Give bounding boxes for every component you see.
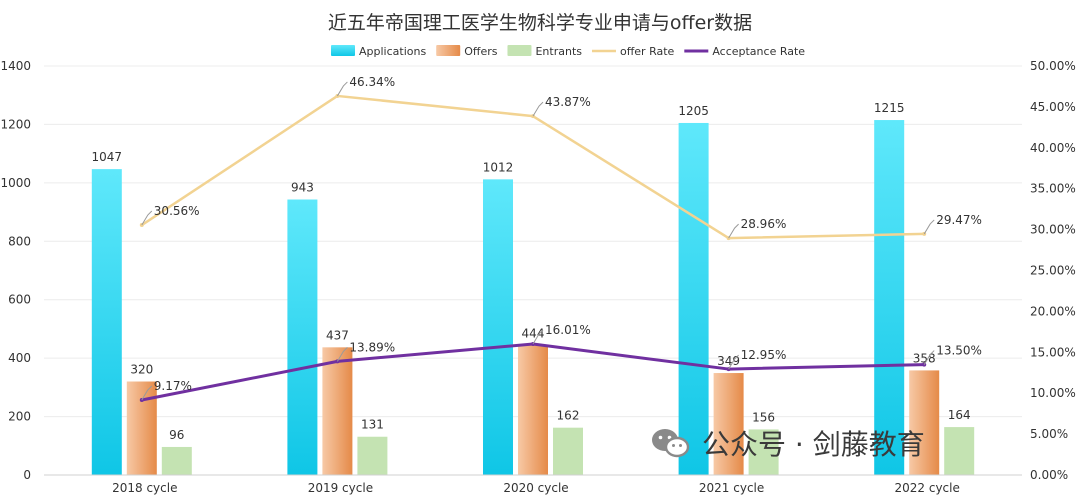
offer-rate-leader (923, 219, 935, 235)
entrants-label: 164 (948, 408, 971, 422)
y-right-tick-label: 5.00% (1030, 427, 1068, 441)
legend-label: Offers (464, 45, 498, 58)
applications-bar (91, 169, 122, 475)
acceptance-rate-label: 13.89% (349, 340, 395, 354)
offers-label: 444 (522, 326, 545, 340)
acceptance-rate-leader (141, 385, 153, 401)
acceptance-rate-leader (728, 354, 739, 370)
offer-rate-leader (532, 101, 544, 117)
offer-rate-label: 43.87% (545, 95, 591, 109)
entrants-label: 162 (557, 409, 580, 423)
watermark: 公众号 · 剑藤教育 (650, 420, 925, 466)
y-right-tick-label: 40.00% (1030, 141, 1076, 155)
applications-bar (874, 120, 905, 476)
y-left-tick-label: 1400 (0, 59, 31, 73)
entrants-label: 96 (169, 428, 184, 442)
entrants-bar (357, 436, 388, 475)
x-axis: 2018 cycle 2019 cycle 2020 cycle 2021 cycle… (44, 474, 1022, 495)
x-tick-label: 2018 cycle (112, 481, 177, 495)
offers-bar (518, 345, 548, 475)
acceptance-rate-leader (336, 347, 348, 362)
applications-label: 1047 (92, 150, 123, 164)
applications-bar (483, 179, 513, 475)
y-right-tick-label: 45.00% (1030, 100, 1076, 114)
acceptance-rate-leader (923, 350, 935, 365)
y-left-tick-label: 800 (8, 234, 31, 248)
entrants-bar (161, 446, 192, 475)
legend-swatch-entrants (507, 45, 532, 56)
x-tick-label: 2021 cycle (699, 481, 764, 495)
entrants-label: 131 (361, 418, 384, 432)
legend-label: offer Rate (620, 45, 675, 58)
y-right-tick-label: 10.00% (1030, 386, 1076, 400)
acceptance-rate-label: 9.17% (154, 379, 192, 393)
y-left-tick-label: 600 (8, 293, 31, 307)
y-left-tick-label: 1000 (0, 176, 31, 190)
entrants-bar (748, 429, 779, 475)
offers-label: 320 (130, 363, 153, 377)
offer-rate-label: 29.47% (936, 213, 982, 227)
acceptance-rate-label: 12.95% (741, 348, 787, 362)
offers-bar (126, 381, 157, 475)
offers-label: 349 (717, 354, 740, 368)
y-right-tick-label: 15.00% (1030, 345, 1076, 359)
wechat-icon (652, 429, 690, 458)
acceptance-rate-label: 16.01% (545, 323, 591, 337)
entrants-label: 156 (752, 410, 775, 424)
x-tick-label: 2019 cycle (308, 481, 373, 495)
applications-label: 1205 (678, 104, 709, 118)
y-left-tick-label: 0 (23, 468, 31, 482)
offers-bar (909, 370, 940, 475)
offers-bar (322, 347, 353, 475)
y-right-tick-label: 0.00% (1030, 468, 1068, 482)
offer-rate-leader (336, 81, 348, 97)
entrants-bar (944, 427, 975, 475)
y-right-tick-label: 20.00% (1030, 304, 1076, 318)
offer-rate-leader (141, 210, 153, 226)
applications-label: 943 (291, 181, 314, 195)
y-right-tick-label: 30.00% (1030, 223, 1076, 237)
y-right-tick-label: 50.00% (1030, 59, 1076, 73)
y-left-tick-label: 400 (8, 351, 31, 365)
legend-label: Entrants (535, 45, 582, 58)
y-right-tick-label: 35.00% (1030, 182, 1076, 196)
entrants-bar (553, 427, 583, 475)
applications-bar (678, 122, 709, 475)
y-axis-left: 0 200 400 600 800 1000 1200 1400 (0, 59, 31, 482)
chart-title: 近五年帝国理工医学生物科学专业申请与offer数据 (327, 12, 753, 34)
y-left-tick-label: 1200 (0, 117, 31, 131)
y-left-tick-label: 200 (8, 410, 31, 424)
applications-label: 1012 (483, 160, 514, 174)
offer-rate-label: 46.34% (349, 75, 395, 89)
acceptance-rate-label: 13.50% (936, 344, 982, 358)
offers-bar (713, 373, 744, 475)
applications-label: 1215 (874, 101, 905, 115)
y-right-tick-label: 25.00% (1030, 264, 1076, 278)
x-tick-label: 2020 cycle (503, 481, 568, 495)
acceptance-rate-leader (532, 329, 544, 345)
legend-label: Applications (359, 45, 426, 58)
x-tick-label: 2022 cycle (895, 481, 960, 495)
applications-bar (287, 199, 318, 476)
offer-rate-leader (728, 223, 739, 239)
legend-swatch-offers (436, 45, 461, 56)
legend: Applications Offers Entrants offer Rate Acce… (331, 45, 805, 58)
legend-swatch-applications (331, 45, 355, 56)
offer-rate-label: 30.56% (154, 204, 200, 218)
offers-label: 437 (326, 328, 349, 342)
lines: 30.56% 46.34% 43.87% 28.96% 29.47% 9.17% 13.89… (139, 75, 982, 402)
offer-rate-label: 28.96% (741, 217, 787, 231)
y-axis-right: 0.00% 5.00% 10.00% 15.00% 20.00% 25.00% 30.00%… (1030, 59, 1076, 482)
legend-label: Acceptance Rate (712, 45, 805, 58)
watermark-text: 公众号 · 剑藤教育 (702, 428, 925, 461)
